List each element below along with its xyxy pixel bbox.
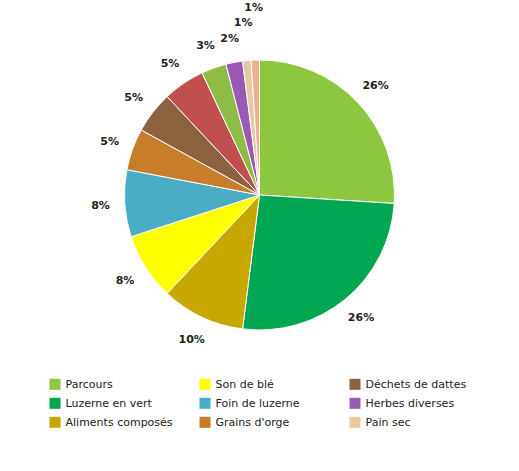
legend-swatch <box>50 417 61 428</box>
pie-slice <box>243 195 395 330</box>
legend-label: Herbes diverses <box>366 397 455 410</box>
legend-item: Son de blé <box>200 378 274 391</box>
legend-label: Luzerne en vert <box>66 397 153 410</box>
pie-slice <box>260 60 395 203</box>
legend-label: Pain sec <box>366 416 411 429</box>
legend-swatch <box>350 398 361 409</box>
legend-label: Aliments composés <box>66 416 173 429</box>
legend: Parcours Luzerne en vert Aliments composés… <box>50 378 467 429</box>
legend-label: Parcours <box>66 378 113 391</box>
legend-label: Foin de luzerne <box>216 397 300 410</box>
pie-slice <box>243 60 260 195</box>
legend-item: Pain sec <box>350 416 411 429</box>
legend-item: Foin de luzerne <box>200 397 300 410</box>
legend-label: Grains d'orge <box>216 416 290 429</box>
legend-swatch <box>50 379 61 390</box>
data-label: 26% <box>362 79 388 92</box>
data-label: 8% <box>91 199 110 212</box>
legend-swatch <box>200 417 211 428</box>
data-label: 8% <box>116 274 135 287</box>
data-label: 26% <box>348 311 374 324</box>
legend-item: Aliments composés <box>50 416 173 429</box>
data-labels: 26% 26% 10% 8% 8% 5% 5% 5% 3% 2% 1% 1% <box>91 1 389 345</box>
data-label: 5% <box>161 57 180 70</box>
pie-slice <box>251 60 259 195</box>
data-label: 1% <box>234 16 253 29</box>
legend-item: Parcours <box>50 378 113 391</box>
data-label: 10% <box>179 333 205 346</box>
legend-label: Son de blé <box>216 378 274 391</box>
data-label: 2% <box>220 32 239 45</box>
legend-swatch <box>200 379 211 390</box>
chart-svg: 26% 26% 10% 8% 8% 5% 5% 5% 3% 2% 1% 1% Parcours Luzer… <box>0 0 519 471</box>
legend-item: Herbes diverses <box>350 397 455 410</box>
pie <box>124 60 394 330</box>
data-label: 5% <box>100 135 119 148</box>
legend-label: Déchets de dattes <box>366 378 467 391</box>
legend-swatch <box>350 417 361 428</box>
legend-item: Grains d'orge <box>200 416 290 429</box>
data-label: 1% <box>244 1 263 14</box>
data-label: 3% <box>196 39 215 52</box>
legend-item: Déchets de dattes <box>350 378 467 391</box>
data-label: 5% <box>124 91 143 104</box>
legend-item: Luzerne en vert <box>50 397 153 410</box>
legend-swatch <box>200 398 211 409</box>
legend-swatch <box>50 398 61 409</box>
legend-swatch <box>350 379 361 390</box>
